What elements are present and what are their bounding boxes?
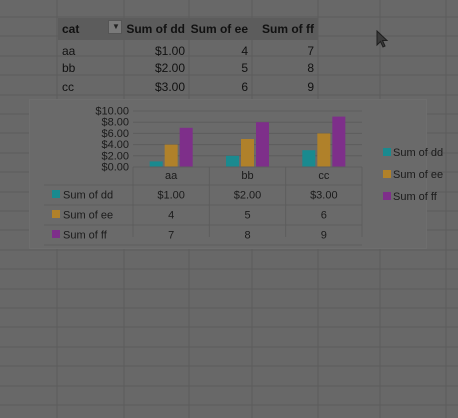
legend-key bbox=[383, 170, 391, 178]
cell-ff-cc[interactable]: 9 bbox=[307, 80, 314, 94]
bar-aa-1[interactable] bbox=[164, 144, 178, 167]
table-series-name: Sum of ee bbox=[63, 210, 113, 222]
data-label: $3.00 bbox=[310, 190, 338, 202]
y-tick-label: $10.00 bbox=[95, 106, 129, 118]
row-label-cc[interactable]: cc bbox=[62, 80, 74, 94]
data-label: $2.00 bbox=[234, 190, 262, 202]
data-label: 9 bbox=[321, 230, 327, 242]
legend-key bbox=[383, 192, 391, 200]
legend-entry[interactable]: Sum of dd bbox=[393, 147, 443, 159]
data-label: 5 bbox=[244, 210, 250, 222]
cell-dd-bb[interactable]: $2.00 bbox=[154, 61, 185, 75]
bar-aa-2[interactable] bbox=[179, 127, 193, 167]
table-legend-key bbox=[52, 190, 60, 198]
cell-ff-bb[interactable]: 8 bbox=[307, 61, 314, 75]
cell-dd-aa[interactable]: $1.00 bbox=[154, 44, 185, 58]
cell-dd-cc[interactable]: $3.00 bbox=[154, 80, 185, 94]
mouse-cursor-icon bbox=[376, 30, 389, 48]
cell-ee-aa[interactable]: 4 bbox=[241, 44, 248, 58]
cell-ee-cc[interactable]: 6 bbox=[241, 80, 248, 94]
row-label-aa[interactable]: aa bbox=[62, 44, 76, 58]
table-legend-key bbox=[52, 230, 60, 238]
chevron-down-icon: ▼ bbox=[112, 22, 120, 31]
header-sum-ff[interactable]: Sum of ff bbox=[252, 18, 318, 40]
y-tick-label: $2.00 bbox=[101, 150, 129, 162]
data-label: 4 bbox=[168, 210, 174, 222]
table-legend-key bbox=[52, 210, 60, 218]
category-label: aa bbox=[165, 170, 178, 182]
category-label: bb bbox=[241, 170, 253, 182]
y-tick-label: $4.00 bbox=[101, 139, 129, 151]
bar-bb-1[interactable] bbox=[241, 139, 254, 167]
header-cat[interactable]: cat bbox=[58, 18, 124, 40]
bar-aa-0[interactable] bbox=[149, 161, 163, 167]
header-sum-dd[interactable]: Sum of dd bbox=[124, 18, 189, 40]
y-tick-label: $8.00 bbox=[101, 117, 129, 129]
legend-entry[interactable]: Sum of ff bbox=[393, 191, 438, 203]
table-series-name: Sum of dd bbox=[63, 190, 113, 202]
data-label: $1.00 bbox=[157, 190, 185, 202]
row-label-bb[interactable]: bb bbox=[62, 61, 76, 75]
data-label: 6 bbox=[321, 210, 327, 222]
legend-entry[interactable]: Sum of ee bbox=[393, 169, 443, 181]
category-label: cc bbox=[318, 170, 330, 182]
y-tick-label: $6.00 bbox=[101, 128, 129, 140]
y-tick-label: $0.00 bbox=[101, 162, 129, 174]
bar-bb-0[interactable] bbox=[226, 155, 239, 167]
table-series-name: Sum of ff bbox=[63, 230, 108, 242]
header-sum-ee[interactable]: Sum of ee bbox=[189, 18, 252, 40]
bar-cc-2[interactable] bbox=[332, 116, 346, 167]
cell-ee-bb[interactable]: 5 bbox=[241, 61, 248, 75]
cell-ff-aa[interactable]: 7 bbox=[307, 44, 314, 58]
pivot-chart[interactable] bbox=[29, 99, 427, 249]
data-label: 7 bbox=[168, 230, 174, 242]
filter-dropdown-button[interactable]: ▼ bbox=[108, 20, 122, 34]
legend-key bbox=[383, 148, 391, 156]
bar-cc-0[interactable] bbox=[302, 150, 316, 167]
bar-bb-2[interactable] bbox=[256, 122, 269, 167]
bar-cc-1[interactable] bbox=[317, 133, 331, 167]
data-label: 8 bbox=[244, 230, 250, 242]
